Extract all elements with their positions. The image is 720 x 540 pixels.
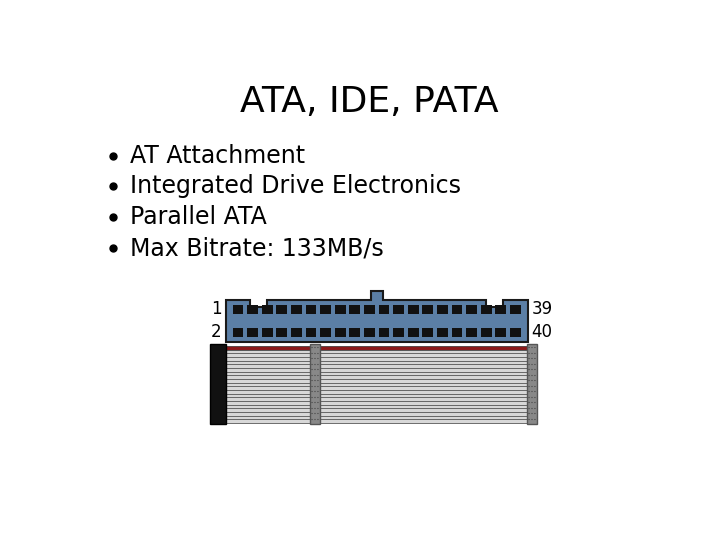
Bar: [349, 328, 360, 336]
Bar: [379, 305, 390, 314]
Bar: [320, 328, 331, 336]
Bar: [305, 328, 317, 336]
Bar: [393, 305, 404, 314]
Bar: [262, 305, 273, 314]
Bar: [233, 328, 243, 336]
Bar: [408, 305, 419, 314]
Text: 2: 2: [211, 323, 222, 341]
Bar: [276, 305, 287, 314]
Bar: [225, 346, 528, 349]
Bar: [291, 328, 302, 336]
Bar: [335, 305, 346, 314]
Text: Parallel ATA: Parallel ATA: [130, 205, 267, 229]
Bar: [379, 328, 390, 336]
Bar: [291, 305, 302, 314]
Bar: [495, 328, 506, 336]
Text: ATA, IDE, PATA: ATA, IDE, PATA: [240, 85, 498, 119]
Bar: [481, 328, 492, 336]
Bar: [247, 328, 258, 336]
Bar: [451, 305, 462, 314]
Bar: [320, 305, 331, 314]
Polygon shape: [225, 291, 528, 342]
Bar: [467, 305, 477, 314]
Bar: [310, 345, 320, 424]
Bar: [423, 305, 433, 314]
Bar: [335, 328, 346, 336]
Bar: [305, 305, 317, 314]
Text: 39: 39: [532, 300, 553, 318]
Bar: [451, 328, 462, 336]
Bar: [262, 328, 273, 336]
Bar: [437, 305, 448, 314]
Bar: [233, 305, 243, 314]
Text: 1: 1: [211, 300, 222, 318]
Bar: [495, 305, 506, 314]
Bar: [225, 346, 528, 423]
Bar: [423, 328, 433, 336]
Bar: [349, 305, 360, 314]
Bar: [210, 345, 225, 424]
Bar: [510, 328, 521, 336]
Bar: [527, 345, 537, 424]
Bar: [481, 305, 492, 314]
Text: Integrated Drive Electronics: Integrated Drive Electronics: [130, 174, 462, 199]
Text: AT Attachment: AT Attachment: [130, 144, 305, 167]
Bar: [364, 328, 375, 336]
Bar: [364, 305, 375, 314]
Bar: [276, 328, 287, 336]
Bar: [247, 305, 258, 314]
Bar: [510, 305, 521, 314]
Bar: [437, 328, 448, 336]
Bar: [393, 328, 404, 336]
Text: 40: 40: [532, 323, 553, 341]
Bar: [408, 328, 419, 336]
Text: Max Bitrate: 133MB/s: Max Bitrate: 133MB/s: [130, 236, 384, 260]
Bar: [467, 328, 477, 336]
